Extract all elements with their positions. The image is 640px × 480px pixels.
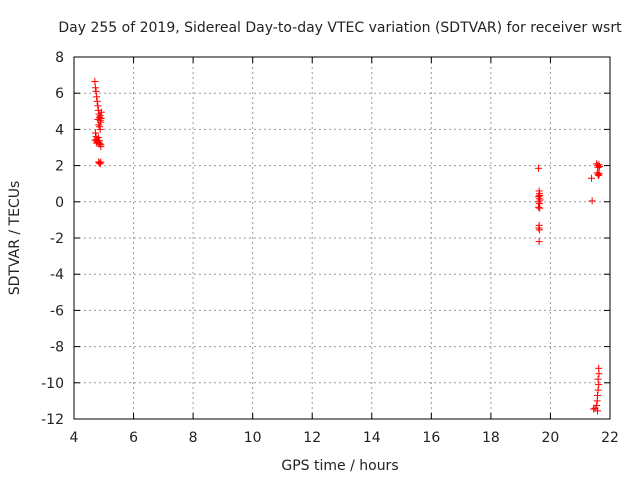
data-point <box>95 121 103 129</box>
data-point <box>97 158 105 166</box>
data-point <box>595 170 603 178</box>
data-point <box>536 196 544 204</box>
data-point <box>593 397 601 405</box>
data-point <box>596 163 604 171</box>
axis-ticks <box>73 56 611 420</box>
y-axis-title: SDTVAR / TECUs <box>7 181 23 296</box>
chart-title: Day 255 of 2019, Sidereal Day-to-day VTE… <box>58 20 622 36</box>
data-point <box>96 160 104 168</box>
x-tick-label: 22 <box>601 430 619 446</box>
y-tick-labels: 8 6 4 2 0 -2 -4 -6 -8 -10 -12 <box>41 50 64 428</box>
data-point <box>536 204 544 212</box>
x-tick-labels: 4 6 8 10 12 14 16 18 20 22 <box>70 430 619 446</box>
data-point <box>96 125 104 133</box>
data-point <box>92 87 100 95</box>
data-point <box>91 129 99 137</box>
grid-lines <box>74 57 610 419</box>
x-tick-label: 20 <box>542 430 560 446</box>
y-tick-label: 4 <box>55 122 64 138</box>
y-tick-label: -12 <box>41 412 64 428</box>
data-point <box>594 171 602 179</box>
y-tick-label: -6 <box>50 303 64 319</box>
x-tick-label: 6 <box>129 430 138 446</box>
data-point <box>97 143 105 151</box>
data-points <box>91 77 604 415</box>
data-point <box>594 386 602 394</box>
data-point <box>95 159 103 167</box>
x-tick-label: 4 <box>70 430 79 446</box>
data-point <box>588 174 596 182</box>
data-point <box>94 106 102 114</box>
data-point <box>595 172 603 180</box>
data-point <box>595 370 603 378</box>
data-point <box>95 137 103 145</box>
y-tick-label: 6 <box>55 86 64 102</box>
data-point <box>94 115 102 123</box>
x-tick-label: 16 <box>422 430 440 446</box>
data-point <box>97 108 105 116</box>
x-tick-label: 10 <box>244 430 262 446</box>
data-point <box>588 197 596 205</box>
x-axis-title: GPS time / hours <box>281 458 398 474</box>
data-point <box>94 134 102 142</box>
y-tick-label: -10 <box>41 376 64 392</box>
data-point <box>91 77 99 85</box>
data-point <box>593 407 601 415</box>
x-tick-label: 12 <box>303 430 321 446</box>
y-tick-label: -8 <box>50 340 64 356</box>
x-tick-label: 8 <box>189 430 198 446</box>
data-point <box>595 381 603 389</box>
data-point <box>535 164 543 172</box>
data-point <box>594 375 602 383</box>
data-point <box>535 203 543 211</box>
data-point <box>590 405 598 413</box>
x-tick-label: 14 <box>363 430 381 446</box>
y-tick-label: 0 <box>55 195 64 211</box>
y-tick-label: -2 <box>50 231 64 247</box>
y-tick-label: -4 <box>50 267 64 283</box>
y-tick-label: 2 <box>55 159 64 175</box>
data-point <box>595 161 603 169</box>
data-point <box>535 224 543 232</box>
data-point <box>94 102 102 110</box>
y-tick-label: 8 <box>55 50 64 66</box>
data-point <box>535 226 543 234</box>
data-point <box>93 93 101 101</box>
data-point <box>535 238 543 246</box>
data-point <box>97 115 105 123</box>
x-tick-label: 18 <box>482 430 500 446</box>
data-point <box>91 84 99 92</box>
data-point <box>93 97 101 105</box>
